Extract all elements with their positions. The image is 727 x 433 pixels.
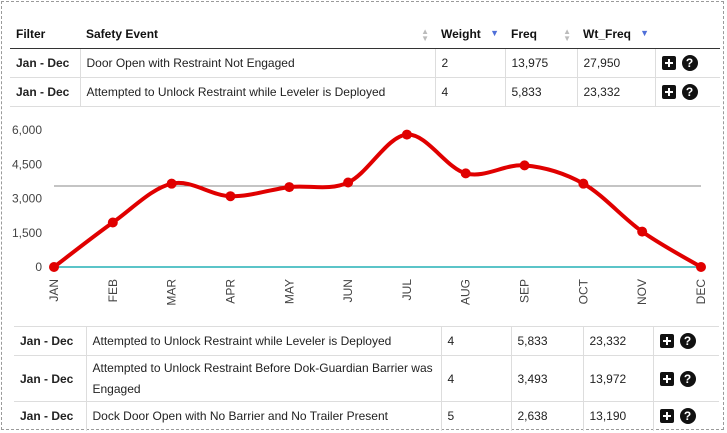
data-point	[401, 129, 412, 140]
column-header-freq[interactable]: Freq ▲ ▼	[505, 20, 577, 49]
filter-cell: Jan - Dec	[10, 77, 81, 107]
table-row[interactable]: Jan - Dec Door Open with Restraint Not E…	[10, 48, 720, 78]
filter-cell: Jan - Dec	[14, 355, 87, 402]
x-tick-label: APR	[223, 279, 237, 304]
weight-cell: 4	[435, 77, 506, 107]
data-point	[284, 182, 295, 193]
actions-cell: ?	[653, 355, 719, 402]
data-point	[637, 226, 648, 237]
question-circle-icon[interactable]: ?	[681, 54, 698, 71]
actions-cell: ?	[655, 77, 720, 107]
data-point	[107, 217, 118, 228]
wt-freq-cell: 23,332	[577, 77, 656, 107]
data-point	[519, 160, 530, 171]
x-tick-label: MAY	[282, 279, 296, 304]
plus-square-icon[interactable]	[661, 55, 676, 70]
actions-cell: ?	[655, 48, 720, 78]
data-point	[460, 168, 471, 179]
monthly-frequency-line-chart: 0 1,500 3,000 4,500 6,000 JAN FEB MAR APR MAY JUN J…	[12, 123, 708, 306]
table-row[interactable]: Jan - Dec Attempted to Unlock Restraint …	[10, 77, 720, 107]
column-header-wt-freq[interactable]: Wt_Freq ▼	[577, 20, 655, 49]
plus-square-icon[interactable]	[661, 84, 676, 99]
data-point	[343, 177, 354, 188]
plus-square-icon[interactable]	[659, 409, 674, 424]
column-header-actions	[655, 20, 720, 49]
event-cell: Attempted to Unlock Restraint while Leve…	[80, 77, 436, 107]
table-row[interactable]: Jan - Dec Attempted to Unlock Restraint …	[14, 326, 719, 356]
filter-cell: Jan - Dec	[14, 326, 87, 356]
freq-cell: 5,833	[511, 326, 584, 356]
safety-events-table-continued: Jan - Dec Attempted to Unlock Restraint …	[14, 326, 719, 431]
freq-cell: 13,975	[505, 48, 578, 78]
event-cell: Attempted to Unlock Restraint Before Dok…	[86, 355, 442, 402]
weight-cell: 4	[441, 326, 512, 356]
y-tick-label: 3,000	[12, 192, 42, 206]
data-point	[225, 191, 236, 202]
question-circle-icon[interactable]: ?	[679, 333, 696, 349]
event-cell: Dock Door Open with No Barrier and No Tr…	[86, 401, 442, 431]
data-point	[49, 262, 59, 272]
filter-cell: Jan - Dec	[10, 48, 81, 78]
actions-cell: ?	[653, 326, 719, 356]
x-tick-label: JUN	[341, 279, 355, 302]
x-tick-label: AUG	[459, 279, 473, 305]
column-header-filter[interactable]: Filter	[10, 20, 80, 49]
plus-square-icon[interactable]	[659, 334, 674, 348]
series-line	[52, 132, 703, 269]
wt-freq-cell: 27,950	[577, 48, 656, 78]
y-tick-label: 6,000	[12, 123, 42, 137]
data-point	[166, 178, 177, 189]
wt-freq-cell: 23,332	[583, 326, 654, 356]
question-circle-icon[interactable]: ?	[679, 370, 696, 387]
wt-freq-cell: 13,190	[583, 401, 654, 431]
column-header-weight[interactable]: Weight ▼	[435, 20, 505, 49]
wt-freq-cell: 13,972	[583, 355, 654, 402]
table-row[interactable]: Jan - Dec Attempted to Unlock Restraint …	[14, 355, 719, 402]
sort-desc-icon[interactable]: ▼	[490, 28, 499, 38]
freq-cell: 5,833	[505, 77, 578, 107]
x-tick-label: JAN	[47, 279, 61, 302]
x-tick-label: OCT	[576, 278, 590, 304]
data-point	[578, 178, 589, 189]
data-point	[696, 262, 706, 272]
event-cell: Attempted to Unlock Restraint while Leve…	[86, 326, 442, 356]
y-tick-label: 4,500	[12, 157, 42, 171]
sort-desc-icon[interactable]: ▼	[640, 28, 649, 38]
table-header-row: Filter Safety Event ▲ ▼ Weight ▼ Freq ▲ ▼ Wt_…	[10, 20, 720, 49]
plus-square-icon[interactable]	[659, 371, 674, 386]
x-tick-label: DEC	[694, 279, 708, 305]
safety-events-table: Filter Safety Event ▲ ▼ Weight ▼ Freq ▲ ▼ Wt_…	[10, 20, 720, 107]
x-tick-label: MAR	[165, 279, 179, 306]
table-row[interactable]: Jan - Dec Dock Door Open with No Barrier…	[14, 401, 719, 431]
y-tick-label: 1,500	[12, 226, 42, 240]
x-tick-label: SEP	[518, 279, 532, 303]
x-tick-label: FEB	[106, 279, 120, 302]
column-header-safety-event[interactable]: Safety Event ▲ ▼	[80, 20, 435, 49]
question-circle-icon[interactable]: ?	[679, 408, 696, 425]
freq-cell: 3,493	[511, 355, 584, 402]
event-cell: Door Open with Restraint Not Engaged	[80, 48, 436, 78]
weight-cell: 5	[441, 401, 512, 431]
weight-cell: 2	[435, 48, 506, 78]
actions-cell: ?	[653, 401, 719, 431]
x-tick-label: JUL	[400, 279, 414, 301]
question-circle-icon[interactable]: ?	[681, 83, 698, 100]
sort-neutral-icon[interactable]: ▲ ▼	[563, 27, 571, 43]
filter-cell: Jan - Dec	[14, 401, 87, 431]
x-tick-label: NOV	[635, 279, 649, 305]
y-tick-label: 0	[35, 260, 42, 274]
freq-cell: 2,638	[511, 401, 584, 431]
sort-neutral-icon[interactable]: ▲ ▼	[421, 27, 429, 43]
weight-cell: 4	[441, 355, 512, 402]
